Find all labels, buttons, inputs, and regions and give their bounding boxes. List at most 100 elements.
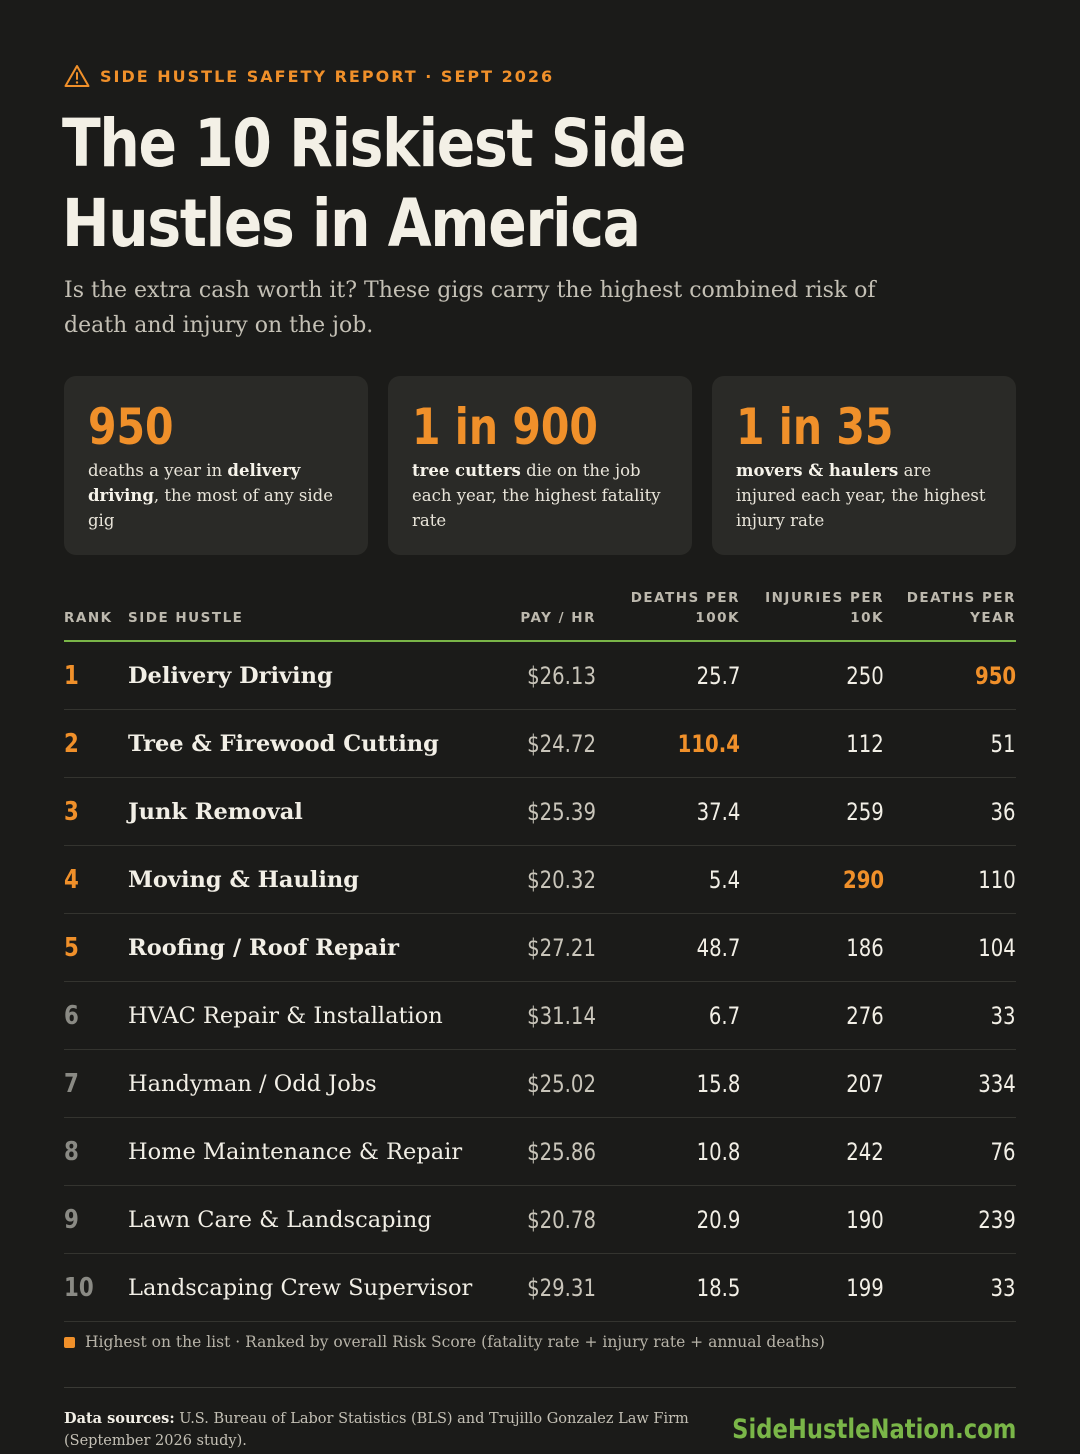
injuries-per-10k-cell: 186 <box>846 933 884 962</box>
brand-logo-text: SideHustleNation.com <box>731 1414 1016 1445</box>
injuries-per-10k-cell: 290 <box>842 865 884 894</box>
rank-cell: 8 <box>64 1136 79 1167</box>
deaths-per-year-cell: 76 <box>990 1137 1016 1166</box>
rank-cell: 4 <box>64 864 79 895</box>
pay-cell: $20.78 <box>527 1205 596 1234</box>
table-row: 4 Moving & Hauling $20.32 5.4 290 110 <box>64 846 1016 914</box>
stat-card-injury-rate: 1 in 35 movers & haulers are injured eac… <box>712 376 1016 555</box>
table-row: 1 Delivery Driving $26.13 25.7 250 950 <box>64 642 1016 710</box>
column-header-rank: RANK <box>64 610 113 626</box>
deaths-per-year-cell: 36 <box>990 797 1016 826</box>
deaths-per-100k-cell: 37.4 <box>696 797 740 826</box>
side-hustle-cell: Tree & Firewood Cutting <box>128 730 439 757</box>
footer-divider <box>64 1387 1016 1388</box>
legend-text: Highest on the list · Ranked by overall … <box>85 1333 825 1351</box>
side-hustle-cell: Moving & Hauling <box>128 866 359 893</box>
pay-cell: $25.86 <box>527 1137 596 1166</box>
injuries-per-10k-cell: 242 <box>846 1137 884 1166</box>
table-header: RANK SIDE HUSTLE PAY / HR DEATHS PER 100K… <box>64 585 1016 642</box>
stat-value: 1 in 900 <box>412 398 598 456</box>
pay-cell: $20.32 <box>527 865 596 894</box>
pay-cell: $24.72 <box>527 729 596 758</box>
warning-triangle-icon <box>64 65 90 87</box>
deaths-per-100k-cell: 20.9 <box>696 1205 740 1234</box>
pay-cell: $25.02 <box>527 1069 596 1098</box>
report-kicker: SIDE HUSTLE SAFETY REPORT · SEPT 2026 <box>64 62 554 90</box>
side-hustle-cell: HVAC Repair & Installation <box>128 1002 443 1029</box>
risk-table: RANK SIDE HUSTLE PAY / HR DEATHS PER 100K… <box>64 585 1016 1322</box>
deaths-per-year-cell: 239 <box>978 1205 1016 1234</box>
data-sources: Data sources: U.S. Bureau of Labor Stati… <box>64 1410 689 1449</box>
injuries-per-10k-cell: 199 <box>846 1273 884 1302</box>
table-row: 3 Junk Removal $25.39 37.4 259 36 <box>64 778 1016 846</box>
pay-cell: $29.31 <box>527 1273 596 1302</box>
deaths-per-year-cell: 33 <box>990 1273 1016 1302</box>
injuries-per-10k-cell: 112 <box>846 729 884 758</box>
stat-value: 1 in 35 <box>736 398 894 456</box>
table-row: 10 Landscaping Crew Supervisor $29.31 18.5 1… <box>64 1254 1016 1322</box>
stat-description: movers & haulers are injured each year, … <box>736 461 986 530</box>
deaths-per-100k-cell: 5.4 <box>708 865 740 894</box>
table-body: 1 Delivery Driving $26.13 25.7 250 950 2 Tree &… <box>64 642 1016 1322</box>
deaths-per-100k-cell: 48.7 <box>696 933 740 962</box>
side-hustle-cell: Lawn Care & Landscaping <box>128 1206 432 1233</box>
stat-cards: 950 deaths a year in delivery driving, t… <box>64 376 1016 555</box>
table-row: 9 Lawn Care & Landscaping $20.78 20.9 190 239 <box>64 1186 1016 1254</box>
deaths-per-100k-cell: 25.7 <box>696 661 740 690</box>
rank-cell: 9 <box>64 1204 79 1235</box>
deaths-per-year-cell: 110 <box>978 865 1016 894</box>
deaths-per-year-cell: 334 <box>978 1069 1016 1098</box>
stat-card-fatality-rate: 1 in 900 tree cutters die on the job eac… <box>388 376 692 555</box>
deaths-per-100k-cell: 6.7 <box>708 1001 740 1030</box>
stat-description: deaths a year in delivery driving, the m… <box>88 461 333 530</box>
stat-description: tree cutters die on the job each year, t… <box>412 461 661 530</box>
table-row: 7 Handyman / Odd Jobs $25.02 15.8 207 334 <box>64 1050 1016 1118</box>
side-hustle-cell: Landscaping Crew Supervisor <box>128 1274 473 1301</box>
table-row: 8 Home Maintenance & Repair $25.86 10.8 242 7… <box>64 1118 1016 1186</box>
rank-cell: 2 <box>64 728 79 759</box>
column-header-deaths-per-100k: DEATHS PER 100K <box>630 590 740 626</box>
stat-card-deaths: 950 deaths a year in delivery driving, t… <box>64 376 368 555</box>
highlight-swatch <box>64 1336 75 1348</box>
pay-cell: $25.39 <box>527 797 596 826</box>
side-hustle-cell: Delivery Driving <box>128 662 333 689</box>
deaths-per-100k-cell: 15.8 <box>696 1069 740 1098</box>
table-row: 5 Roofing / Roof Repair $27.21 48.7 186 104 <box>64 914 1016 982</box>
deaths-per-100k-cell: 110.4 <box>677 729 740 758</box>
deaths-per-year-cell: 51 <box>990 729 1016 758</box>
side-hustle-cell: Roofing / Roof Repair <box>128 934 399 961</box>
column-header-deaths-per-year: DEATHS PER YEAR <box>906 590 1016 626</box>
side-hustle-cell: Home Maintenance & Repair <box>128 1138 463 1165</box>
deaths-per-year-cell: 104 <box>978 933 1016 962</box>
rank-cell: 3 <box>64 796 79 827</box>
side-hustle-cell: Handyman / Odd Jobs <box>128 1070 377 1097</box>
stat-value: 950 <box>88 398 174 456</box>
pay-cell: $31.14 <box>527 1001 596 1030</box>
rank-cell: 1 <box>64 660 79 691</box>
deaths-per-100k-cell: 18.5 <box>696 1273 740 1302</box>
rank-cell: 7 <box>64 1068 79 1099</box>
injuries-per-10k-cell: 259 <box>846 797 884 826</box>
column-header-side-hustle: SIDE HUSTLE <box>128 610 244 626</box>
deaths-per-year-cell: 950 <box>974 661 1016 690</box>
injuries-per-10k-cell: 250 <box>846 661 884 690</box>
injuries-per-10k-cell: 207 <box>846 1069 884 1098</box>
pay-cell: $27.21 <box>527 933 596 962</box>
table-row: 2 Tree & Firewood Cutting $24.72 110.4 112 51 <box>64 710 1016 778</box>
kicker-text: SIDE HUSTLE SAFETY REPORT · SEPT 2026 <box>100 66 555 86</box>
side-hustle-cell: Junk Removal <box>128 798 303 825</box>
rank-cell: 10 <box>64 1272 94 1303</box>
rank-cell: 6 <box>64 1000 79 1031</box>
pay-cell: $26.13 <box>527 661 596 690</box>
legend: Highest on the list · Ranked by overall … <box>64 1333 825 1351</box>
rank-cell: 5 <box>64 932 79 963</box>
column-header-pay: PAY / HR <box>520 610 596 626</box>
injuries-per-10k-cell: 276 <box>846 1001 884 1030</box>
page-title: The 10 Riskiest Side Hustles in America <box>62 105 686 262</box>
column-header-injuries-per-10k: INJURIES PER 10K <box>765 590 884 626</box>
deaths-per-100k-cell: 10.8 <box>696 1137 740 1166</box>
deaths-per-year-cell: 33 <box>990 1001 1016 1030</box>
table-row: 6 HVAC Repair & Installation $31.14 6.7 276 3… <box>64 982 1016 1050</box>
injuries-per-10k-cell: 190 <box>846 1205 884 1234</box>
page-subtitle: Is the extra cash worth it? These gigs c… <box>64 278 876 338</box>
